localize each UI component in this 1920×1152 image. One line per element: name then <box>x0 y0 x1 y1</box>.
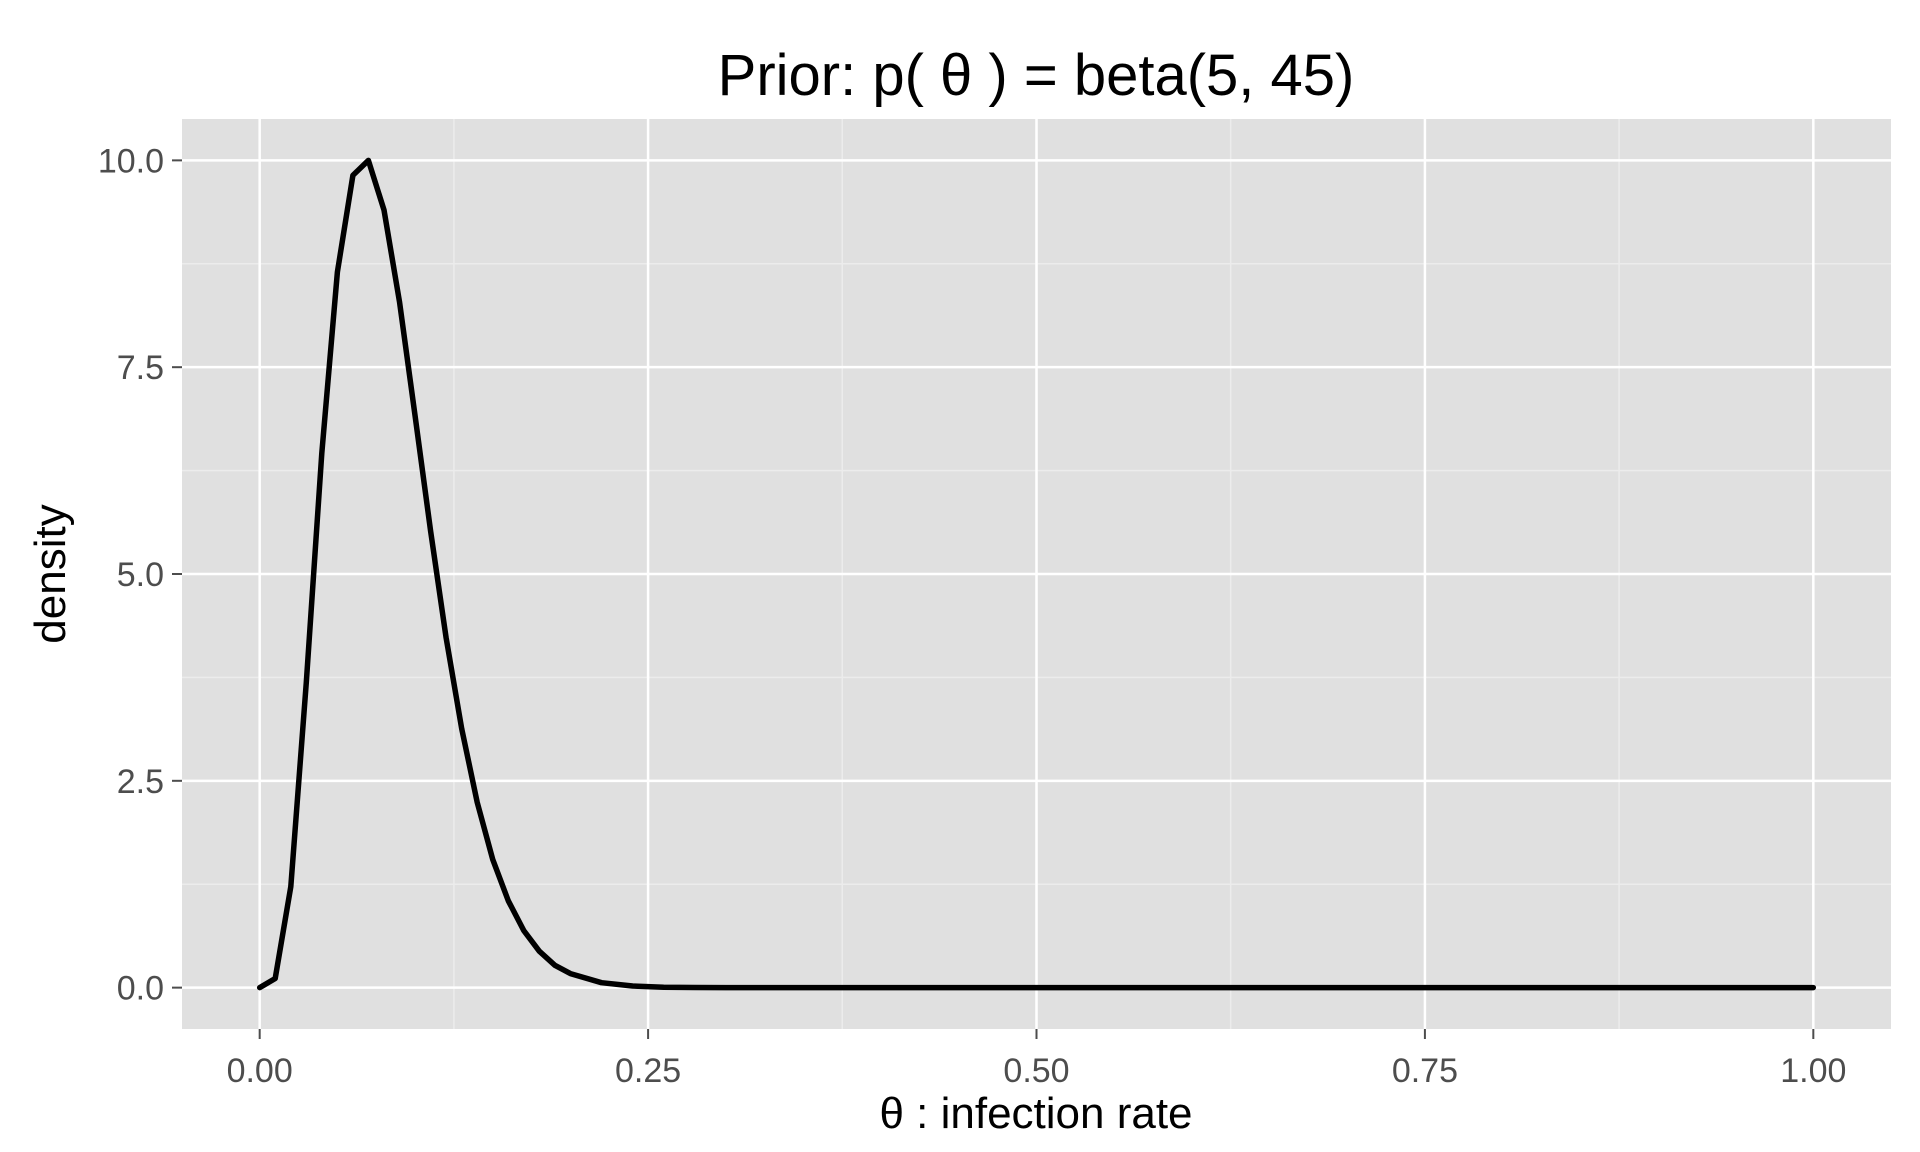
x-tick-label: 0.00 <box>227 1052 293 1090</box>
y-axis-title: density <box>26 504 75 643</box>
y-tick-label: 5.0 <box>117 556 164 594</box>
x-axis-ticks: 0.00 0.25 0.50 0.75 1.00 <box>227 1029 1846 1090</box>
chart-title: Prior: p( θ ) = beta(5, 45) <box>718 43 1355 108</box>
y-tick-label: 7.5 <box>117 349 164 387</box>
density-curve <box>256 157 1817 991</box>
x-tick-label: 0.75 <box>1392 1052 1458 1090</box>
x-tick-label: 0.50 <box>1003 1052 1069 1090</box>
x-tick-label: 0.25 <box>615 1052 681 1090</box>
y-tick-label: 2.5 <box>117 763 164 801</box>
x-axis-title: θ : infection rate <box>879 1089 1192 1138</box>
y-axis-ticks: 0.0 2.5 5.0 7.5 10.0 <box>98 142 182 1008</box>
x-tick-label: 1.00 <box>1780 1052 1846 1090</box>
y-tick-label: 10.0 <box>98 142 164 180</box>
y-tick-label: 0.0 <box>117 970 164 1008</box>
